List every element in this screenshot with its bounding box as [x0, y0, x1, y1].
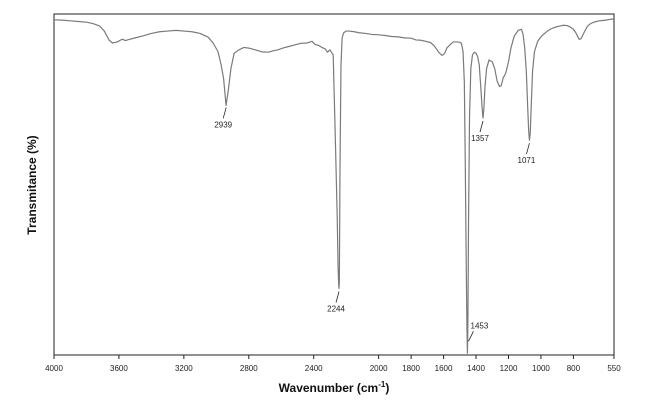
- x-tick-label: 550: [607, 364, 621, 373]
- peak-annotation-label: 2244: [327, 305, 345, 314]
- x-tick-label: 3200: [175, 364, 193, 373]
- x-axis-title: Wavenumber (cm-1): [279, 380, 390, 395]
- x-tick-label: 1000: [532, 364, 550, 373]
- x-axis-tick-labels: 4000 3600 3200 2800 2400 2000 1800 1600 1400 1200…: [45, 364, 621, 373]
- x-tick-label: 4000: [45, 364, 63, 373]
- peak-annotation-leader: [222, 107, 227, 119]
- peak-annotation-leader: [468, 331, 474, 342]
- plot-frame: [53, 13, 615, 356]
- peak-annotation-leader: [526, 143, 530, 155]
- x-tick-label: 2000: [370, 364, 388, 373]
- peak-annotation-leader: [335, 291, 340, 303]
- y-axis-title: Transmitance (%): [25, 135, 39, 234]
- peak-annotation: 1071: [518, 143, 536, 165]
- peak-annotations: 2939 2244 1453 1357 1071: [214, 107, 536, 342]
- peak-annotation: 2939: [214, 107, 233, 129]
- x-tick-label: 3600: [110, 364, 128, 373]
- x-axis-title-main: Wavenumber: [279, 381, 354, 395]
- x-tick-label: 2400: [305, 364, 323, 373]
- x-tick-label: 1600: [435, 364, 453, 373]
- x-axis-title-unit: (cm: [357, 381, 378, 395]
- spectrum-line: [53, 18, 614, 354]
- x-axis-title-unit-end: ): [385, 381, 389, 395]
- peak-annotation: 1357: [471, 120, 489, 143]
- x-tick-label: 1800: [402, 364, 420, 373]
- peak-annotation: 1453: [468, 321, 489, 342]
- x-tick-label: 1200: [500, 364, 518, 373]
- x-axis-title-unit-sup: -1: [378, 380, 386, 389]
- peak-annotation-label: 1453: [471, 321, 489, 330]
- x-tick-label: 800: [567, 364, 581, 373]
- x-tick-label: 2800: [240, 364, 258, 373]
- peak-annotation: 2244: [327, 291, 345, 314]
- peak-annotation-label: 2939: [214, 120, 232, 129]
- peak-annotation-label: 1357: [471, 134, 489, 143]
- x-axis-ticks: [53, 355, 615, 359]
- peak-annotation-leader: [479, 120, 484, 133]
- x-tick-label: 1400: [467, 364, 485, 373]
- peak-annotation-label: 1071: [518, 156, 536, 165]
